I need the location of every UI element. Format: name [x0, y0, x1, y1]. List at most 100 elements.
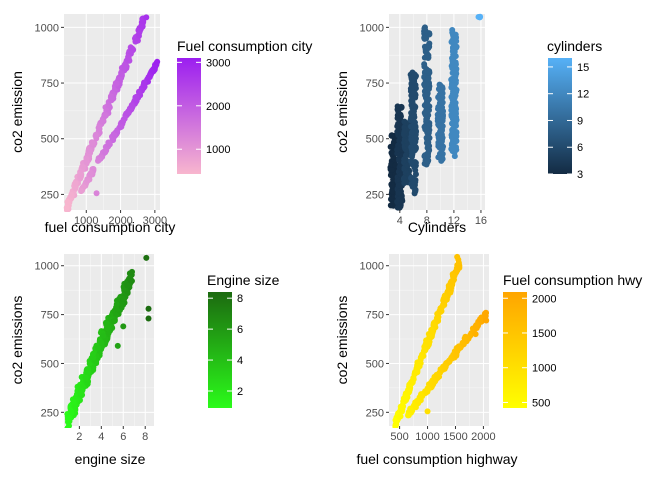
data-point [86, 360, 93, 367]
data-point [401, 174, 408, 181]
chart-co2-vs-engine-size: engine size co2 emissions Engine size 2 4… [9, 254, 280, 467]
data-point [101, 112, 108, 119]
data-point [72, 185, 79, 192]
data-point [449, 57, 456, 64]
data-point [395, 108, 402, 115]
data-point [426, 68, 433, 75]
legend-label: 9 [577, 115, 583, 127]
data-point [396, 204, 403, 211]
data-point [410, 147, 417, 154]
data-point [438, 304, 445, 311]
x-axis-title: engine size [75, 451, 146, 467]
data-point [449, 91, 456, 98]
y-axis-title: co2 emission [9, 71, 25, 153]
data-point [409, 160, 416, 167]
data-point [95, 156, 102, 163]
x-tick-label: 8 [424, 215, 430, 227]
data-point [92, 131, 99, 138]
data-point [435, 121, 442, 128]
data-point [124, 282, 131, 289]
data-point [120, 323, 127, 330]
data-point [409, 129, 416, 136]
x-axis-title: Cylinders [408, 219, 466, 235]
legend-label: 2000 [532, 293, 556, 305]
data-point [143, 14, 150, 21]
y-tick-label: 1000 [35, 22, 59, 34]
scatter-points [387, 13, 484, 211]
data-point [89, 365, 96, 372]
data-point [68, 191, 75, 198]
data-point [125, 54, 132, 61]
data-point [461, 335, 468, 342]
data-point [423, 140, 430, 147]
scatter-points [64, 254, 152, 428]
data-point [129, 102, 136, 109]
data-point [412, 403, 419, 410]
data-point [451, 143, 458, 150]
data-point [412, 186, 419, 193]
x-tick-label: 1500 [443, 431, 467, 443]
data-point [423, 117, 430, 124]
legend-title: Fuel consumption hwy [503, 272, 642, 288]
data-point [389, 150, 396, 157]
data-point [397, 413, 404, 420]
y-axis-title: co2 emissions [9, 296, 25, 385]
data-point [124, 109, 131, 116]
data-point [395, 182, 402, 189]
data-point [120, 295, 127, 302]
legend-label: 15 [577, 62, 589, 74]
data-point [472, 331, 479, 338]
data-point [460, 341, 467, 348]
chart-co2-vs-fuel-city: fuel consumption city co2 emission Fuel … [9, 14, 312, 235]
x-tick-label: 2 [76, 431, 82, 443]
data-point [103, 320, 110, 327]
y-tick-label: 750 [366, 78, 384, 90]
x-tick-label: 2000 [471, 431, 495, 443]
legend-label: 12 [577, 89, 589, 101]
legend-label: 1500 [532, 328, 556, 340]
legend-colorbar [177, 58, 201, 174]
data-point [453, 116, 460, 123]
data-point [409, 379, 416, 386]
data-point [114, 342, 121, 349]
data-point [129, 268, 135, 275]
data-point [449, 277, 456, 284]
data-point [77, 390, 84, 397]
data-point [449, 48, 456, 55]
color-legend: Engine size 2 4 6 8 [207, 272, 280, 408]
data-point [138, 23, 145, 30]
legend-colorbar [208, 292, 232, 408]
legend-label: 3 [577, 169, 583, 181]
data-point [425, 153, 432, 160]
data-point [80, 164, 87, 170]
x-tick-label: 4 [397, 215, 403, 227]
data-point [93, 190, 100, 197]
data-point [410, 178, 417, 185]
data-point [452, 43, 459, 50]
data-point [426, 333, 433, 340]
y-tick-label: 500 [366, 358, 384, 370]
color-legend: Fuel consumption city 1000 2000 3000 [177, 38, 312, 174]
data-point [72, 180, 79, 187]
data-point [98, 339, 105, 346]
data-point [421, 81, 428, 88]
data-point [437, 107, 444, 114]
y-tick-label: 250 [41, 189, 59, 201]
legend-label: 1000 [206, 144, 230, 156]
data-point [452, 131, 459, 138]
data-point [388, 182, 395, 189]
y-axis-title: co2 emissions [334, 296, 350, 385]
data-point [95, 124, 102, 131]
data-point [84, 177, 91, 184]
data-point [118, 71, 125, 78]
data-point [412, 369, 419, 376]
data-point [441, 365, 448, 372]
x-tick-label: 3000 [143, 215, 167, 227]
x-tick-label: 16 [475, 215, 487, 227]
data-point [451, 75, 458, 82]
data-point [145, 315, 152, 322]
data-point [113, 301, 120, 308]
legend-label: 2000 [206, 101, 230, 113]
data-point [133, 97, 140, 104]
